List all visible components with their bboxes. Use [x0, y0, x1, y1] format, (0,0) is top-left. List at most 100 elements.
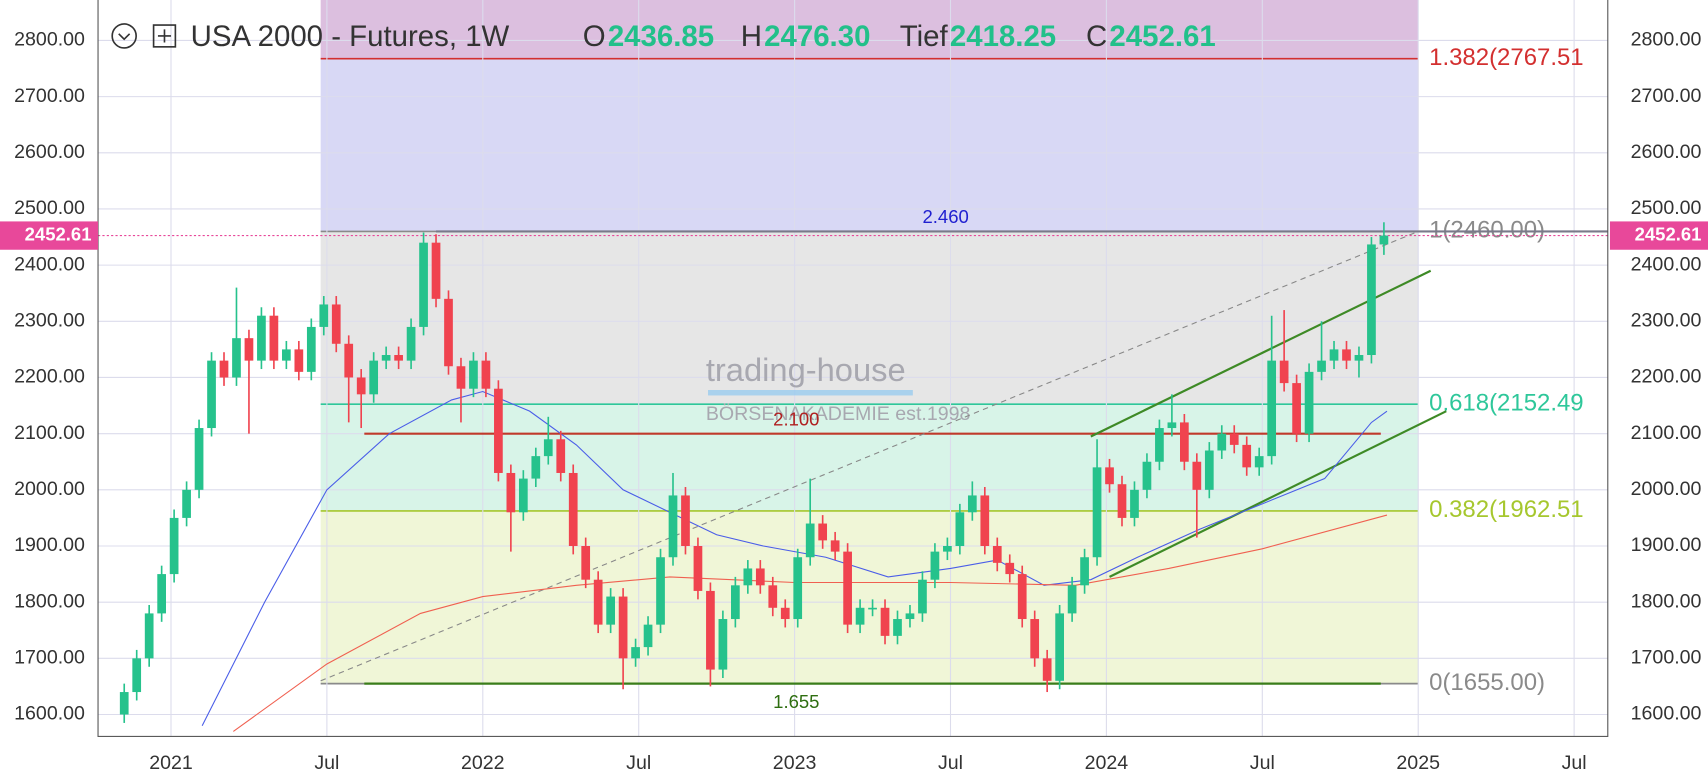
candle-body — [656, 557, 665, 625]
candle-body — [593, 579, 603, 625]
y-tick-label-right: 2500.00 — [1631, 197, 1702, 219]
fib-zone — [320, 510, 1419, 684]
candle-body — [518, 478, 528, 513]
y-tick-label-right: 2800.00 — [1631, 29, 1702, 51]
x-tick-label: Jul — [1250, 752, 1275, 774]
y-tick-label-right: 2000.00 — [1631, 478, 1702, 500]
x-tick-label: 2025 — [1396, 752, 1440, 774]
candle-body — [469, 360, 478, 389]
candle-body — [1117, 484, 1127, 518]
watermark: trading-house — [706, 351, 906, 388]
y-tick-label: 2000.00 — [14, 478, 85, 500]
price-badge — [1609, 221, 1708, 250]
candle-body — [568, 472, 578, 546]
candle-body — [169, 517, 179, 575]
candle-body — [331, 304, 341, 344]
candle-body — [967, 495, 977, 513]
y-tick-label-right: 2600.00 — [1631, 141, 1702, 163]
level-label: 2.100 — [773, 408, 819, 429]
candle-body — [356, 377, 366, 395]
y-tick-label: 2400.00 — [14, 253, 85, 275]
fib-level-label: 1.382(2767.51 — [1429, 44, 1584, 71]
candle-body — [1192, 461, 1202, 490]
x-tick-label: 2023 — [773, 752, 817, 774]
y-tick-label-right: 1900.00 — [1631, 534, 1702, 556]
x-tick-label: Jul — [938, 752, 963, 774]
candle-body — [805, 523, 815, 558]
x-tick-label: 2022 — [461, 752, 505, 774]
candle-body — [1155, 428, 1164, 462]
y-tick-label: 2300.00 — [14, 309, 85, 331]
candle-body — [631, 647, 640, 659]
candle-body — [444, 298, 453, 367]
candle-body — [506, 472, 516, 513]
fib-level-label: 0.618(2152.49 — [1429, 389, 1584, 416]
candle-body — [1092, 467, 1102, 558]
candle-body — [643, 624, 653, 648]
candle-body — [1042, 658, 1052, 681]
candle-body — [157, 574, 167, 614]
candle-body — [269, 315, 279, 361]
y-tick-label-right: 2700.00 — [1631, 85, 1702, 107]
candle-body — [494, 388, 503, 473]
candle-body — [1080, 557, 1089, 586]
candle-body — [481, 360, 491, 389]
ohlc-value: 2476.30 — [764, 20, 870, 53]
x-tick-label: Jul — [314, 752, 339, 774]
candle-body — [219, 360, 229, 378]
candle-body — [531, 456, 541, 479]
moving-average — [233, 514, 1388, 732]
candle-body — [693, 545, 703, 591]
candle-body — [1105, 467, 1114, 485]
candle-body — [1317, 360, 1326, 372]
menu-icon-chevron — [118, 33, 131, 41]
candle-body — [743, 568, 753, 586]
candle-body — [556, 439, 566, 473]
y-tick-label-right: 1800.00 — [1631, 590, 1702, 612]
fib-level-label: 0(1655.00) — [1429, 669, 1545, 696]
trend-line — [1109, 410, 1447, 578]
candle-body — [1267, 360, 1277, 457]
candle-body — [232, 338, 241, 378]
level-label: 2.460 — [923, 206, 969, 227]
y-tick-label: 2500.00 — [14, 197, 85, 219]
candle-body — [543, 439, 553, 457]
fib-level-label: 1(2460.00) — [1429, 217, 1545, 244]
fib-zone — [320, 404, 1419, 511]
candle-body — [1367, 244, 1376, 356]
candle-body — [144, 613, 154, 659]
candle-body — [930, 551, 940, 580]
ohlc-value: 2452.61 — [1109, 20, 1215, 53]
plot-frame — [97, 0, 1609, 737]
ohlc-value: 2418.25 — [950, 20, 1056, 53]
candle-body — [1292, 383, 1301, 434]
candle-body — [980, 495, 990, 546]
candle-body — [1379, 235, 1389, 245]
candle-body — [194, 428, 204, 490]
candle-body — [119, 692, 129, 715]
candle-body — [1067, 585, 1077, 614]
candle-body — [1167, 422, 1177, 429]
y-tick-label-right: 1600.00 — [1631, 703, 1702, 725]
candle-body — [668, 495, 678, 558]
ohlc-label: H — [741, 20, 762, 53]
candle-body — [606, 596, 615, 625]
candle-body — [1204, 450, 1214, 490]
x-tick-label: Jul — [626, 752, 651, 774]
add-icon-plus — [157, 29, 172, 43]
candle-body — [1030, 619, 1040, 659]
y-tick-label-right: 2300.00 — [1631, 309, 1702, 331]
candle-body — [1180, 422, 1189, 462]
candle-body — [1229, 433, 1239, 445]
price-badge-label: 2452.61 — [25, 223, 92, 244]
fib-level-label: 0.382(1962.51 — [1429, 496, 1584, 523]
candle-body — [1142, 461, 1152, 490]
candle-body — [618, 596, 628, 659]
ohlc-label: O — [583, 20, 606, 53]
candle-body — [406, 326, 416, 361]
candle-body — [793, 557, 803, 620]
candle-body — [344, 343, 354, 378]
x-tick-label: 2024 — [1085, 752, 1129, 774]
candle-body — [1242, 444, 1252, 468]
